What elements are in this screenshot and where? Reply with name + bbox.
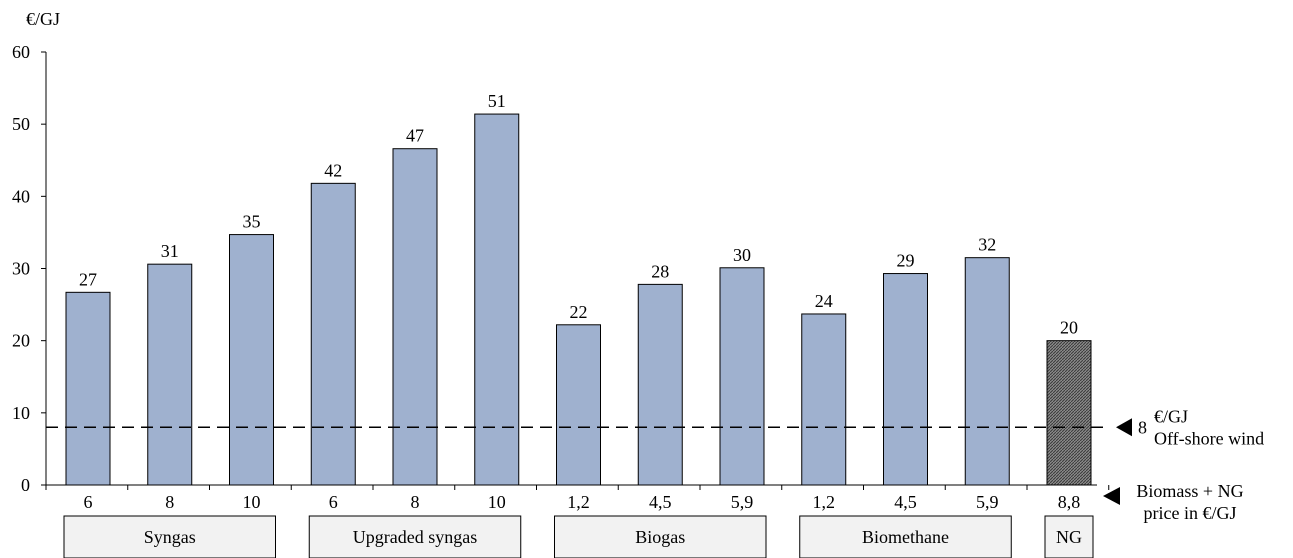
x-axis-note-arrow-icon: [1103, 487, 1120, 505]
x-axis-note: Biomass + NG price in €/GJ: [1103, 481, 1244, 523]
bar-value-label: 29: [897, 251, 915, 271]
reference-line-label: Off-shore wind: [1154, 428, 1264, 448]
y-tick-label: 20: [12, 331, 30, 351]
bar: [883, 273, 928, 486]
x-tick-label: 1,2: [567, 492, 590, 512]
group-label: Biomethane: [862, 527, 949, 547]
y-tick-label: 30: [12, 259, 30, 279]
reference-value-label: 8: [1138, 417, 1147, 437]
bar: [719, 267, 765, 486]
bar: [310, 182, 356, 486]
group-label: Upgraded syngas: [353, 527, 477, 547]
bar-value-label: 47: [406, 126, 424, 146]
group-box: [63, 515, 276, 558]
x-tick-label: 10: [488, 492, 506, 512]
x-tick-label: 5,9: [976, 492, 999, 512]
x-tick-label: 8: [165, 492, 174, 512]
x-tick-label: 6: [84, 492, 93, 512]
group-box: [1044, 515, 1094, 558]
bar: [229, 234, 274, 486]
x-tick-label: 10: [243, 492, 261, 512]
y-tick-label: 60: [12, 42, 30, 62]
x-tick-label: 1,2: [813, 492, 836, 512]
group-box: [308, 515, 522, 558]
bar-value-label: 32: [978, 235, 996, 255]
x-tick-label: 5,9: [731, 492, 754, 512]
bar: [556, 324, 601, 486]
y-tick-label: 0: [21, 475, 30, 495]
group-box: [554, 515, 767, 558]
x-axis-note-line2: price in €/GJ: [1144, 503, 1237, 523]
bar-value-label: 51: [488, 91, 506, 111]
bar: [1046, 340, 1092, 486]
bar-value-label: 28: [651, 261, 669, 281]
reference-arrow-icon: [1116, 418, 1132, 437]
group-label: NG: [1056, 527, 1082, 547]
bar: [474, 113, 520, 486]
group-labels: Syngas Upgraded syngas Biogas Biomethane NG: [63, 515, 1094, 558]
bar-value-label: 42: [324, 160, 342, 180]
group-label: Biogas: [635, 527, 685, 547]
bar-value-label: 20: [1060, 318, 1078, 338]
x-axis: 6 8 10 6 8 10 1,2 4,5 5,9 1,2 4,5 5,9 8,8: [45, 484, 1110, 512]
bar-value-label: 24: [815, 291, 833, 311]
bar: [65, 291, 111, 486]
y-tick-label: 10: [12, 403, 30, 423]
x-tick-label: 6: [329, 492, 338, 512]
bar-value-label: 27: [79, 269, 97, 289]
bars: 27 31 35 42 47 51 22 28 30 24 29 32 20: [65, 91, 1092, 486]
bar-value-label: 31: [161, 241, 179, 261]
y-axis: 0 10 20 30 40 50 60: [12, 42, 47, 495]
y-tick-label: 40: [12, 186, 30, 206]
bar-value-label: 30: [733, 245, 751, 265]
bar: [637, 283, 683, 486]
bar: [801, 313, 847, 486]
group-box: [799, 515, 1012, 558]
bar: [392, 148, 438, 486]
x-axis-note-line1: Biomass + NG: [1136, 481, 1243, 501]
y-tick-label: 50: [12, 114, 30, 134]
x-tick-label: 4,5: [649, 492, 672, 512]
x-tick-label: 8: [411, 492, 420, 512]
x-tick-label: 4,5: [894, 492, 917, 512]
bar-value-label: 22: [570, 302, 588, 322]
bar: [964, 257, 1010, 486]
bar: [147, 263, 193, 486]
group-label: Syngas: [144, 527, 196, 547]
y-axis-title: €/GJ: [26, 9, 60, 29]
reference-unit-label: €/GJ: [1154, 406, 1188, 426]
x-tick-label: 8,8: [1058, 492, 1081, 512]
bar-value-label: 35: [243, 212, 261, 232]
